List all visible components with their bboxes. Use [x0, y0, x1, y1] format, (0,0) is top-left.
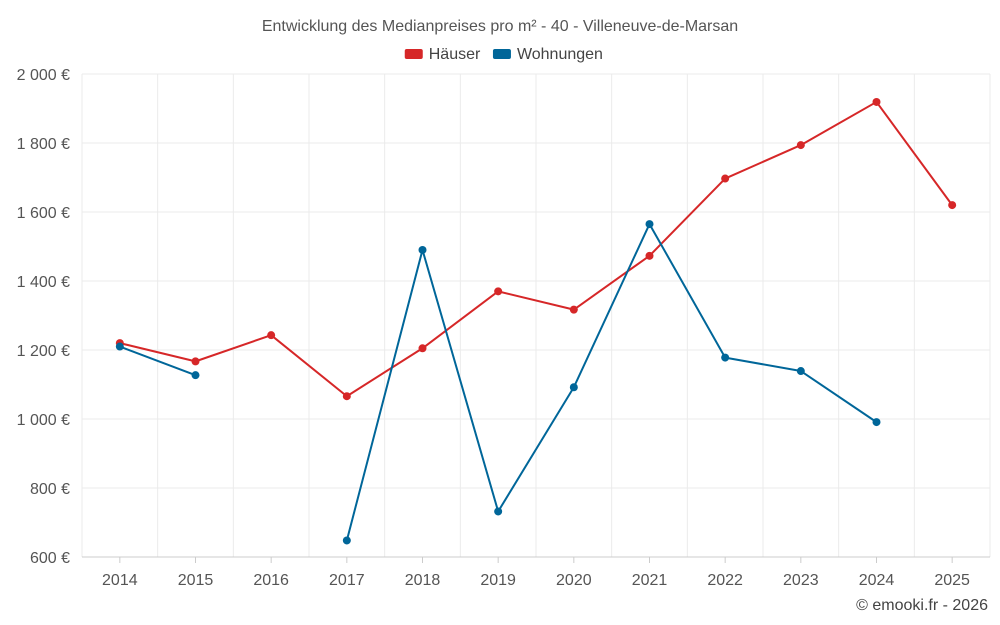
y-tick-label: 1 200 € [17, 343, 70, 360]
legend-swatch-wohnungen[interactable] [492, 49, 511, 59]
series-line-h-user [119, 100, 953, 398]
data-point-wohnungen[interactable] [569, 383, 578, 392]
data-point-h-user[interactable] [721, 174, 730, 183]
data-point-h-user[interactable] [342, 392, 351, 401]
x-tick-label: 2024 [859, 572, 895, 589]
data-point-wohnungen[interactable] [191, 371, 200, 380]
data-point-wohnungen[interactable] [418, 245, 427, 254]
data-point-h-user[interactable] [796, 141, 805, 150]
data-point-h-user[interactable] [948, 201, 957, 210]
data-point-h-user[interactable] [645, 251, 654, 260]
x-tick-label: 2014 [102, 572, 138, 589]
y-tick-label: 1 800 € [17, 136, 70, 153]
y-tick-label: 1 600 € [17, 205, 70, 222]
data-point-h-user[interactable] [191, 357, 200, 366]
x-tick-label: 2017 [329, 572, 365, 589]
legend-label-h-user[interactable]: Häuser [429, 46, 481, 63]
series-layer [115, 97, 957, 545]
x-tick-label: 2018 [405, 572, 441, 589]
grid [81, 73, 991, 557]
y-tick-label: 800 € [30, 481, 70, 498]
x-tick-label: 2022 [707, 572, 743, 589]
legend-label-wohnungen[interactable]: Wohnungen [517, 46, 603, 63]
data-point-wohnungen[interactable] [115, 342, 124, 351]
x-tick-label: 2023 [783, 572, 819, 589]
data-point-h-user[interactable] [494, 287, 503, 296]
legend[interactable]: Häuser Wohnungen [404, 46, 603, 63]
y-tick-label: 600 € [30, 550, 70, 567]
x-tick-label: 2019 [480, 572, 516, 589]
series-line-wohnungen [119, 223, 878, 541]
x-tick-label: 2015 [178, 572, 214, 589]
data-point-wohnungen[interactable] [494, 507, 503, 516]
legend-swatch-h-user[interactable] [404, 49, 423, 59]
x-tick-label: 2025 [934, 572, 970, 589]
data-point-h-user[interactable] [872, 97, 881, 106]
chart-title: Entwicklung des Medianpreises pro m² - 4… [262, 18, 738, 35]
data-point-wohnungen[interactable] [721, 353, 730, 362]
data-point-h-user[interactable] [569, 305, 578, 314]
data-point-h-user[interactable] [418, 344, 427, 353]
data-point-h-user[interactable] [267, 331, 276, 340]
y-tick-label: 2 000 € [17, 67, 70, 84]
data-point-wohnungen[interactable] [872, 418, 881, 427]
credit-text: © emooki.fr - 2026 [856, 597, 988, 614]
x-tick-label: 2020 [556, 572, 592, 589]
data-point-wohnungen[interactable] [796, 367, 805, 376]
y-tick-label: 1 400 € [17, 274, 70, 291]
x-tick-label: 2016 [253, 572, 289, 589]
y-tick-label: 1 000 € [17, 412, 70, 429]
data-point-wohnungen[interactable] [645, 220, 654, 229]
x-tick-label: 2021 [632, 572, 668, 589]
axes: 600 € 800 € 1 000 € 1 200 € 1 400 € 1 600 € 1 … [17, 67, 990, 589]
data-point-wohnungen[interactable] [342, 536, 351, 545]
